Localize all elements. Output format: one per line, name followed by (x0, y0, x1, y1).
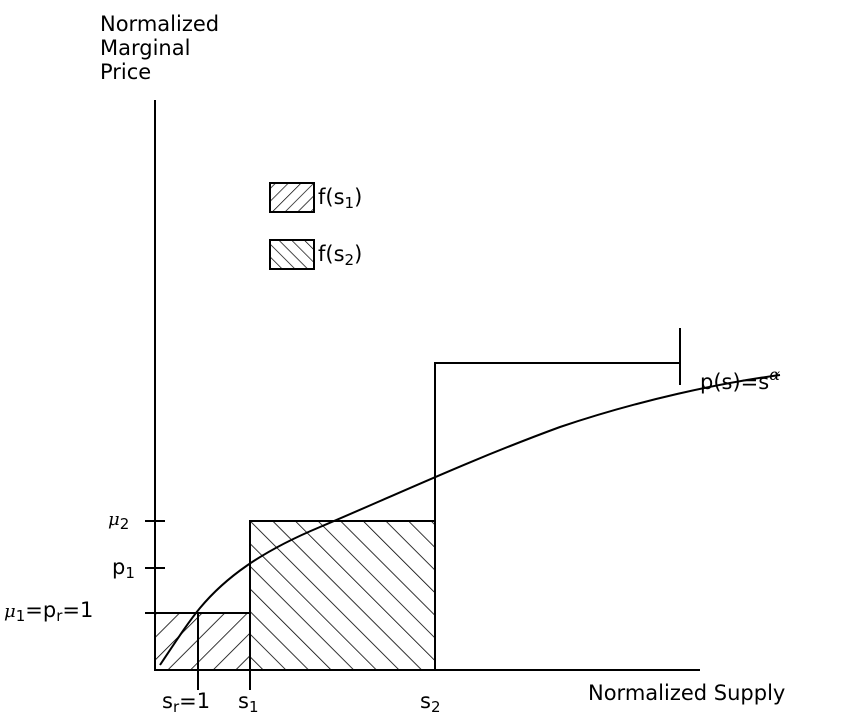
x-tick-sr-sub: r (172, 697, 180, 716)
y-axis-label-line2: Marginal (100, 36, 191, 60)
x-tick-label-sr: sr=1 (162, 689, 211, 715)
x-tick-label-s2: s2 (420, 689, 441, 715)
x-tick-sr-main: s (162, 689, 173, 713)
x-tick-label-s1: s1 (238, 689, 259, 715)
y-axis-label: Normalized Marginal Price (100, 12, 219, 84)
x-tick-s2-main: s (420, 689, 431, 713)
y-tick-mu1-sub-r: r (56, 606, 63, 625)
region-f-s1 (154, 612, 251, 671)
curve-label-exponent: α (769, 365, 781, 385)
region-f-s2 (249, 520, 436, 671)
legend-label-f-s1: f(s1) (318, 185, 363, 211)
y-tick-p1-sub: 1 (125, 563, 135, 582)
y-tick-label-p1: p1 (112, 555, 135, 581)
legend-swatch-f-s1 (269, 182, 315, 213)
legend-label-f-s2-sub: 2 (344, 250, 355, 269)
step-function (155, 328, 681, 614)
x-tick-s2-sub: 2 (430, 697, 441, 716)
y-tick-p1-main: p (112, 555, 126, 579)
y-tick-mu1-rest2: =1 (62, 598, 94, 622)
legend-label-f-s2-suffix: ) (354, 242, 363, 266)
y-tick-mu1-sym: μ (4, 601, 16, 622)
legend-label-f-s2: f(s2) (318, 242, 363, 268)
curve-label-main: p(s)=s (700, 370, 770, 394)
legend-label-f-s1-suffix: ) (354, 185, 363, 209)
y-tick-label-mu2: μ2 (108, 508, 129, 532)
y-tick-mu2-sub: 2 (119, 514, 130, 533)
y-tick-mu1-rest1: =p (25, 598, 57, 622)
y-axis-label-line1: Normalized (100, 12, 220, 36)
y-tick-mu2-sym: μ (108, 509, 120, 530)
y-tick-label-mu1: μ1=pr=1 (4, 598, 94, 624)
x-tick-s1-main: s (238, 689, 249, 713)
y-axis-label-line3: Price (100, 60, 152, 84)
price-curve (159, 374, 781, 666)
legend-label-f-s2-main: f(s (318, 242, 345, 266)
legend-swatch-f-s2 (269, 239, 315, 270)
legend-label-f-s1-main: f(s (318, 185, 345, 209)
legend-label-f-s1-sub: 1 (344, 193, 355, 212)
x-axis-label: Normalized Supply (588, 681, 786, 705)
x-tick-s1-sub: 1 (248, 697, 259, 716)
curve-label: p(s)=sα (700, 367, 780, 394)
x-tick-sr-rest: =1 (179, 689, 211, 713)
y-tick-mu1-sub: 1 (15, 606, 26, 625)
